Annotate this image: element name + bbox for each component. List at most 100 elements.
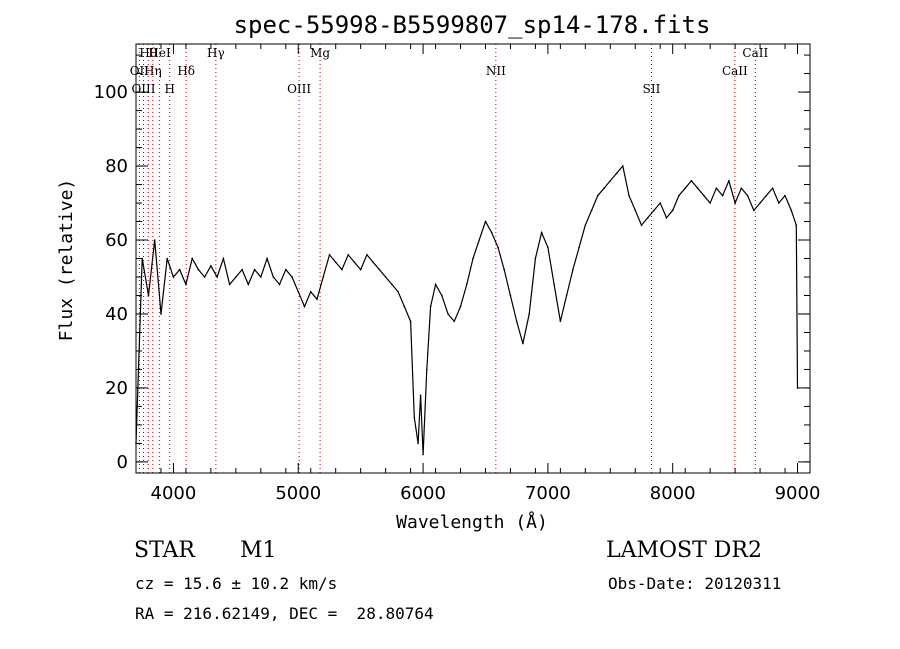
spectrum-point bbox=[419, 394, 422, 397]
spectrum-point bbox=[709, 202, 711, 204]
spectrum-point bbox=[665, 217, 668, 219]
line-label: Hγ bbox=[207, 46, 225, 60]
spectrum-point bbox=[147, 294, 150, 297]
spectrum-point bbox=[403, 305, 406, 308]
spectrum-point bbox=[284, 268, 287, 271]
spectrum-point bbox=[565, 294, 568, 297]
spectrum-point bbox=[178, 268, 181, 271]
redshift-cz: cz = 15.6 ± 10.2 km/s bbox=[135, 574, 338, 593]
spectrum-point bbox=[646, 217, 649, 219]
line-label: OII bbox=[130, 64, 150, 78]
spectrum-point bbox=[160, 313, 162, 315]
spectrum-point bbox=[426, 368, 428, 371]
spectrum-point bbox=[203, 276, 206, 278]
line-label: OIII bbox=[287, 82, 311, 96]
spectrum-point bbox=[378, 268, 381, 271]
spectrum-point bbox=[434, 283, 437, 286]
spectrum-point bbox=[347, 254, 349, 256]
spectrum-point bbox=[316, 298, 318, 300]
spectrum-point bbox=[628, 194, 630, 197]
line-label: CaII bbox=[722, 64, 748, 78]
spectrum-point bbox=[222, 257, 225, 260]
spectrum-point bbox=[191, 257, 193, 260]
line-label: HeI bbox=[148, 46, 171, 60]
spectrum-point bbox=[384, 276, 387, 278]
spectrum-point bbox=[185, 283, 187, 286]
spectrum-point bbox=[503, 268, 506, 271]
spectrum-point bbox=[765, 194, 768, 197]
spectrum-point bbox=[197, 268, 200, 271]
spectrum-point bbox=[322, 276, 325, 278]
spectrum-point bbox=[366, 254, 368, 256]
spectrum-point bbox=[417, 442, 419, 445]
spectrum-point bbox=[534, 257, 537, 260]
spectrum-point bbox=[746, 194, 749, 197]
spectrum-point bbox=[522, 342, 524, 345]
spectrum-point bbox=[490, 231, 493, 234]
spectrum-point bbox=[615, 172, 618, 175]
spectrum-point bbox=[634, 209, 637, 212]
spectrum-point bbox=[509, 294, 512, 297]
x-tick-label: 4000 bbox=[151, 483, 197, 504]
x-tick-label: 6000 bbox=[400, 483, 446, 504]
spectrum-point bbox=[247, 283, 250, 286]
coordinates: RA = 216.62149, DEC = 28.80764 bbox=[135, 604, 434, 623]
spectrum-point bbox=[210, 265, 212, 267]
spectrum-point bbox=[728, 180, 730, 182]
spectrum-point bbox=[753, 209, 755, 212]
spectrum-point bbox=[453, 320, 456, 323]
spectrum-point bbox=[515, 320, 518, 323]
line-label: SII bbox=[643, 82, 661, 96]
spectrum-point bbox=[216, 276, 218, 278]
x-tick-label: 5000 bbox=[275, 483, 321, 504]
spectrum-point bbox=[309, 290, 312, 293]
spectrum-point bbox=[759, 202, 761, 204]
spectrum-point bbox=[603, 187, 605, 190]
spectrum-point bbox=[472, 257, 474, 260]
spectrum-point bbox=[391, 283, 393, 286]
spectrum-point bbox=[777, 202, 780, 204]
spectrum-point bbox=[678, 194, 680, 197]
spectrum-point bbox=[459, 305, 462, 308]
spectrum-point bbox=[260, 276, 262, 278]
spectrum-point bbox=[484, 220, 487, 223]
spectrum-point bbox=[341, 268, 343, 271]
y-tick-label: 80 bbox=[105, 156, 128, 177]
spectrum-point bbox=[659, 202, 662, 204]
spectrum-point bbox=[553, 283, 555, 286]
spectrum-point bbox=[235, 276, 237, 278]
spectrum-point bbox=[784, 194, 786, 197]
spectrum-point bbox=[684, 187, 686, 190]
spectrum-point bbox=[241, 268, 243, 271]
spectrum-point bbox=[547, 246, 549, 249]
y-tick-label: 0 bbox=[117, 452, 128, 473]
spectrum-point bbox=[303, 305, 306, 308]
spectrum-point bbox=[559, 320, 562, 323]
line-label: H bbox=[164, 82, 174, 96]
spectrum-point bbox=[497, 246, 499, 249]
survey-name: LAMOST DR2 bbox=[606, 538, 762, 563]
spectrum-point bbox=[795, 224, 798, 227]
y-axis-label: Flux (relative) bbox=[56, 179, 77, 342]
observation-date: Obs-Date: 20120311 bbox=[608, 574, 782, 593]
spectrum-point bbox=[372, 261, 374, 263]
chart-title: spec-55998-B5599807_sp14-178.fits bbox=[234, 11, 711, 39]
spectrum-point bbox=[734, 202, 736, 204]
spectrum-point bbox=[278, 283, 281, 286]
spectrum-point bbox=[272, 276, 275, 278]
spectrum-point bbox=[528, 313, 530, 315]
spectrum-point bbox=[597, 194, 599, 197]
spectrum-point bbox=[540, 231, 543, 234]
spectrum-point bbox=[409, 320, 412, 323]
y-tick-label: 100 bbox=[94, 82, 128, 103]
spectrum-point bbox=[253, 268, 256, 271]
object-subclass: M1 bbox=[240, 538, 277, 563]
spectrum-point bbox=[166, 257, 169, 260]
line-label: CaII bbox=[742, 46, 768, 60]
x-tick-label: 8000 bbox=[650, 483, 696, 504]
spectrum-point bbox=[397, 290, 399, 293]
spectrum-point bbox=[796, 387, 799, 389]
y-tick-label: 60 bbox=[105, 230, 128, 251]
